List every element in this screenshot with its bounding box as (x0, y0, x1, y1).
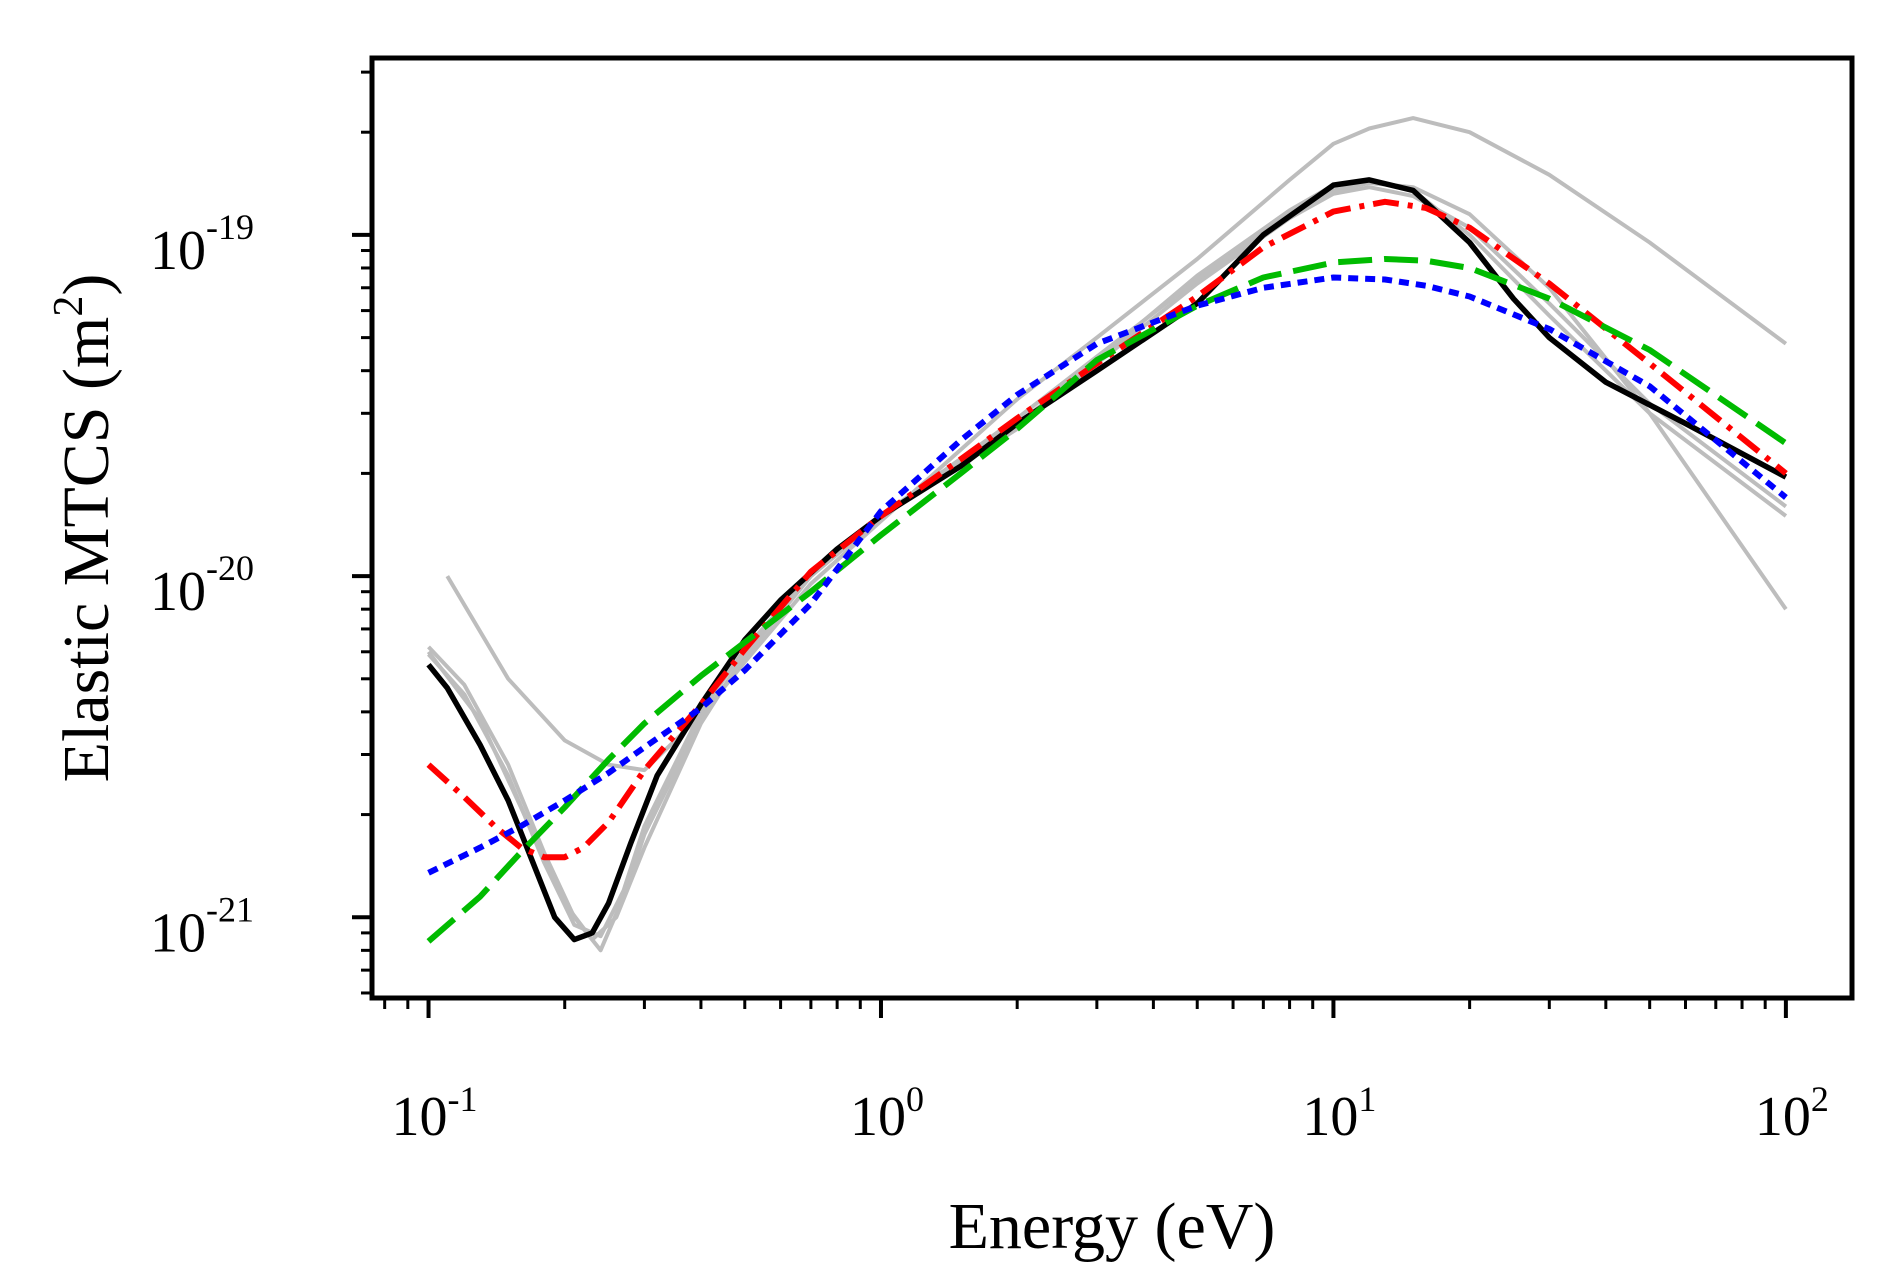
series-line-gray-3 (427, 177, 1788, 939)
y-tick-label-exp: -19 (206, 207, 254, 247)
series-line-gray-upper (445, 116, 1788, 773)
y-tick-label-base: 10 (150, 220, 206, 282)
x-tick-label-exp: -1 (448, 1079, 478, 1119)
series-line-gray-steep (426, 181, 1788, 942)
x-tick-label-exp: 0 (906, 1079, 924, 1119)
series-layer (426, 116, 1788, 953)
y-tick-label-exp: -20 (206, 548, 254, 588)
ticks-layer (352, 70, 1788, 1018)
x-tick-label-base: 10 (850, 1086, 906, 1148)
y-tick-label-exp: -21 (206, 889, 254, 929)
x-tick-label-base: 10 (1755, 1086, 1811, 1148)
x-tick-label: 101 (1302, 1079, 1376, 1148)
x-tick-label-base: 10 (1302, 1086, 1358, 1148)
series-line-red-dashdot (426, 198, 1788, 861)
x-tick-label-exp: 2 (1811, 1079, 1829, 1119)
series-line-green-dashed (426, 256, 1788, 944)
x-tick-label-base: 10 (392, 1086, 448, 1148)
series-line-black (426, 177, 1788, 943)
y-tick-label-base: 10 (150, 902, 206, 964)
x-axis-label: Energy (eV) (949, 1190, 1276, 1263)
y-tick-label: 10-20 (150, 548, 254, 623)
x-tick-label: 10-1 (392, 1079, 478, 1148)
plot-frame (369, 55, 1855, 1001)
y-tick-label: 10-21 (150, 889, 254, 964)
y-axis-label-main: Elastic MTCS (m (50, 317, 123, 783)
x-tick-label-exp: 1 (1358, 1079, 1376, 1119)
x-tick-label: 100 (850, 1079, 924, 1148)
y-tick-label-base: 10 (150, 561, 206, 623)
y-axis-label: Elastic MTCS (m2) (46, 274, 123, 783)
x-tick-label: 102 (1755, 1079, 1829, 1148)
y-axis-label-sup: 2 (46, 296, 92, 317)
y-axis-label-close: ) (50, 274, 123, 296)
y-tick-label: 10-19 (150, 207, 254, 282)
